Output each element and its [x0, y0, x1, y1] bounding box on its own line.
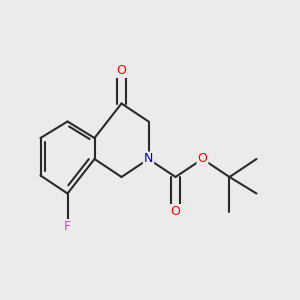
Text: O: O [117, 64, 126, 77]
Text: F: F [64, 220, 71, 233]
Text: O: O [171, 205, 180, 218]
Text: O: O [198, 152, 207, 166]
Text: N: N [144, 152, 153, 166]
